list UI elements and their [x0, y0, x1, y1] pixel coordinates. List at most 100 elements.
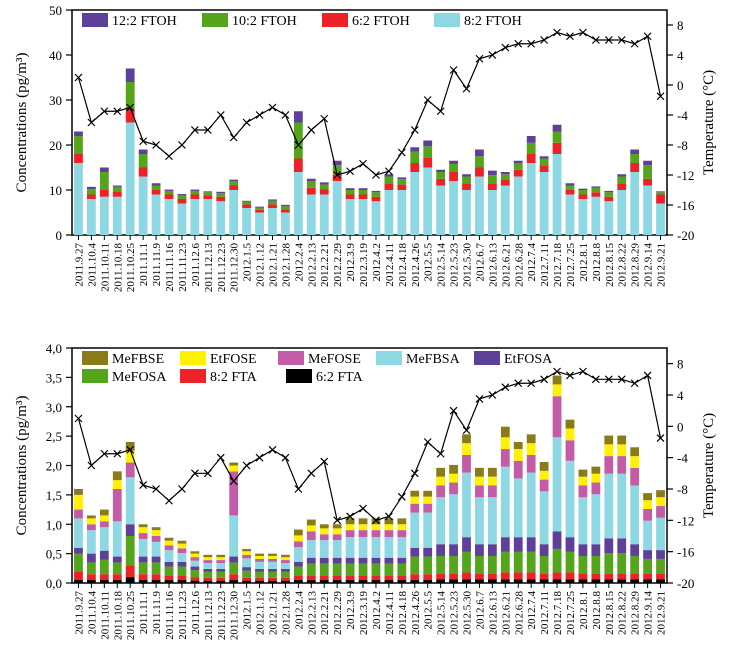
- bar-segment: [320, 580, 329, 583]
- bar-segment: [488, 175, 497, 183]
- bar-segment: [100, 172, 109, 190]
- bar-segment: [87, 515, 96, 518]
- bar-segment: [242, 558, 251, 567]
- bar-segment: [346, 580, 355, 583]
- y-axis-label: Concentrations (pg/m³): [14, 396, 30, 536]
- bar-segment: [488, 171, 497, 176]
- bar-segment: [630, 485, 639, 544]
- temp-tick-label: 8: [677, 18, 684, 33]
- bar-segment: [255, 208, 264, 210]
- x-tick-label: 2012.7.11: [539, 591, 551, 635]
- bar-segment: [527, 163, 536, 235]
- bar-segment: [579, 574, 588, 580]
- bar-segment: [229, 190, 238, 235]
- bar-segment: [397, 575, 406, 580]
- bar-segment: [281, 572, 290, 578]
- x-tick-label: 2012.8.15: [604, 591, 616, 636]
- bar-segment: [449, 544, 458, 556]
- bar-segment: [229, 186, 238, 191]
- bar-segment: [449, 465, 458, 474]
- bar-segment: [449, 556, 458, 574]
- bar-segment: [514, 572, 523, 579]
- bar-segment: [656, 497, 665, 506]
- bar-segment: [281, 213, 290, 236]
- x-tick-label: 2012.7.25: [565, 591, 577, 636]
- bar-segment: [333, 528, 342, 534]
- x-tick-label: 2011.12.13: [203, 591, 215, 641]
- bar-segment: [436, 477, 445, 486]
- legend-label: EtFOSE: [210, 352, 257, 367]
- bar-segment: [139, 533, 148, 539]
- bar-segment: [229, 557, 238, 563]
- bar-segment: [423, 168, 432, 236]
- bar-segment: [591, 574, 600, 580]
- x-tick-label: 2012.3.9: [345, 591, 357, 630]
- bar-segment: [229, 580, 238, 583]
- bar-segment: [475, 150, 484, 157]
- bar-segment: [617, 474, 626, 539]
- bar-segment: [423, 146, 432, 157]
- bar-segment: [656, 506, 665, 518]
- bar-segment: [436, 172, 445, 179]
- bar-segment: [346, 575, 355, 580]
- bar-segment: [307, 525, 316, 531]
- bar-segment: [436, 544, 445, 556]
- x-tick-label: 2012.1.5: [242, 591, 254, 630]
- legend-label: 10:2 FTOH: [232, 14, 297, 29]
- bar-segment: [501, 174, 510, 179]
- bar-segment: [178, 562, 187, 567]
- bar-segment: [165, 199, 174, 235]
- x-tick-label: 2012.7.11: [539, 243, 551, 287]
- bar-segment: [617, 456, 626, 474]
- bar-segment: [540, 159, 549, 166]
- bar-segment: [617, 183, 626, 190]
- bar-segment: [139, 177, 148, 236]
- bar-segment: [203, 563, 212, 569]
- bar-segment: [372, 192, 381, 197]
- bar-segment: [346, 564, 355, 576]
- bar-segment: [617, 538, 626, 553]
- x-tick-label: 2011.10.11: [99, 591, 111, 640]
- bar-segment: [190, 561, 199, 567]
- bar-segment: [566, 537, 575, 552]
- bar-segment: [190, 551, 199, 553]
- bar-segment: [165, 580, 174, 583]
- bar-segment: [397, 179, 406, 184]
- x-tick-label: 2012.5.23: [449, 243, 461, 288]
- x-tick-label: 2012.1.28: [280, 243, 292, 288]
- bar-segment: [579, 485, 588, 497]
- bar-segment: [566, 461, 575, 537]
- bar-segment: [178, 553, 187, 562]
- bar-segment: [579, 189, 588, 190]
- bar-segment: [540, 491, 549, 544]
- bar-segment: [514, 449, 523, 461]
- bar-segment: [281, 205, 290, 206]
- bar-segment: [436, 556, 445, 574]
- bar-segment: [281, 555, 290, 557]
- bar-segment: [385, 564, 394, 576]
- bar-segment: [165, 190, 174, 191]
- bar-segment: [604, 474, 613, 539]
- bar-segment: [139, 524, 148, 527]
- bar-segment: [320, 575, 329, 580]
- bar-segment: [113, 489, 122, 521]
- bar-segment: [436, 186, 445, 236]
- bar-segment: [514, 177, 523, 236]
- ytick-label: 1,5: [46, 488, 62, 503]
- bar-segment: [268, 559, 277, 562]
- bar-segment: [359, 190, 368, 195]
- bar-segment: [488, 190, 497, 235]
- temp-tick-label: -12: [677, 513, 694, 528]
- bar-segment: [178, 195, 187, 199]
- legend-swatch: [82, 351, 108, 365]
- bar-segment: [229, 515, 238, 556]
- x-tick-label: 2012.5.5: [423, 591, 435, 630]
- bar-segment: [397, 530, 406, 537]
- temp-tick-label: -8: [677, 138, 688, 153]
- plot-frame: [72, 10, 667, 235]
- bar-segment: [152, 530, 161, 536]
- bar-segment: [643, 493, 652, 500]
- bar-segment: [591, 188, 600, 193]
- bar-segment: [346, 530, 355, 537]
- bar-segment: [346, 199, 355, 235]
